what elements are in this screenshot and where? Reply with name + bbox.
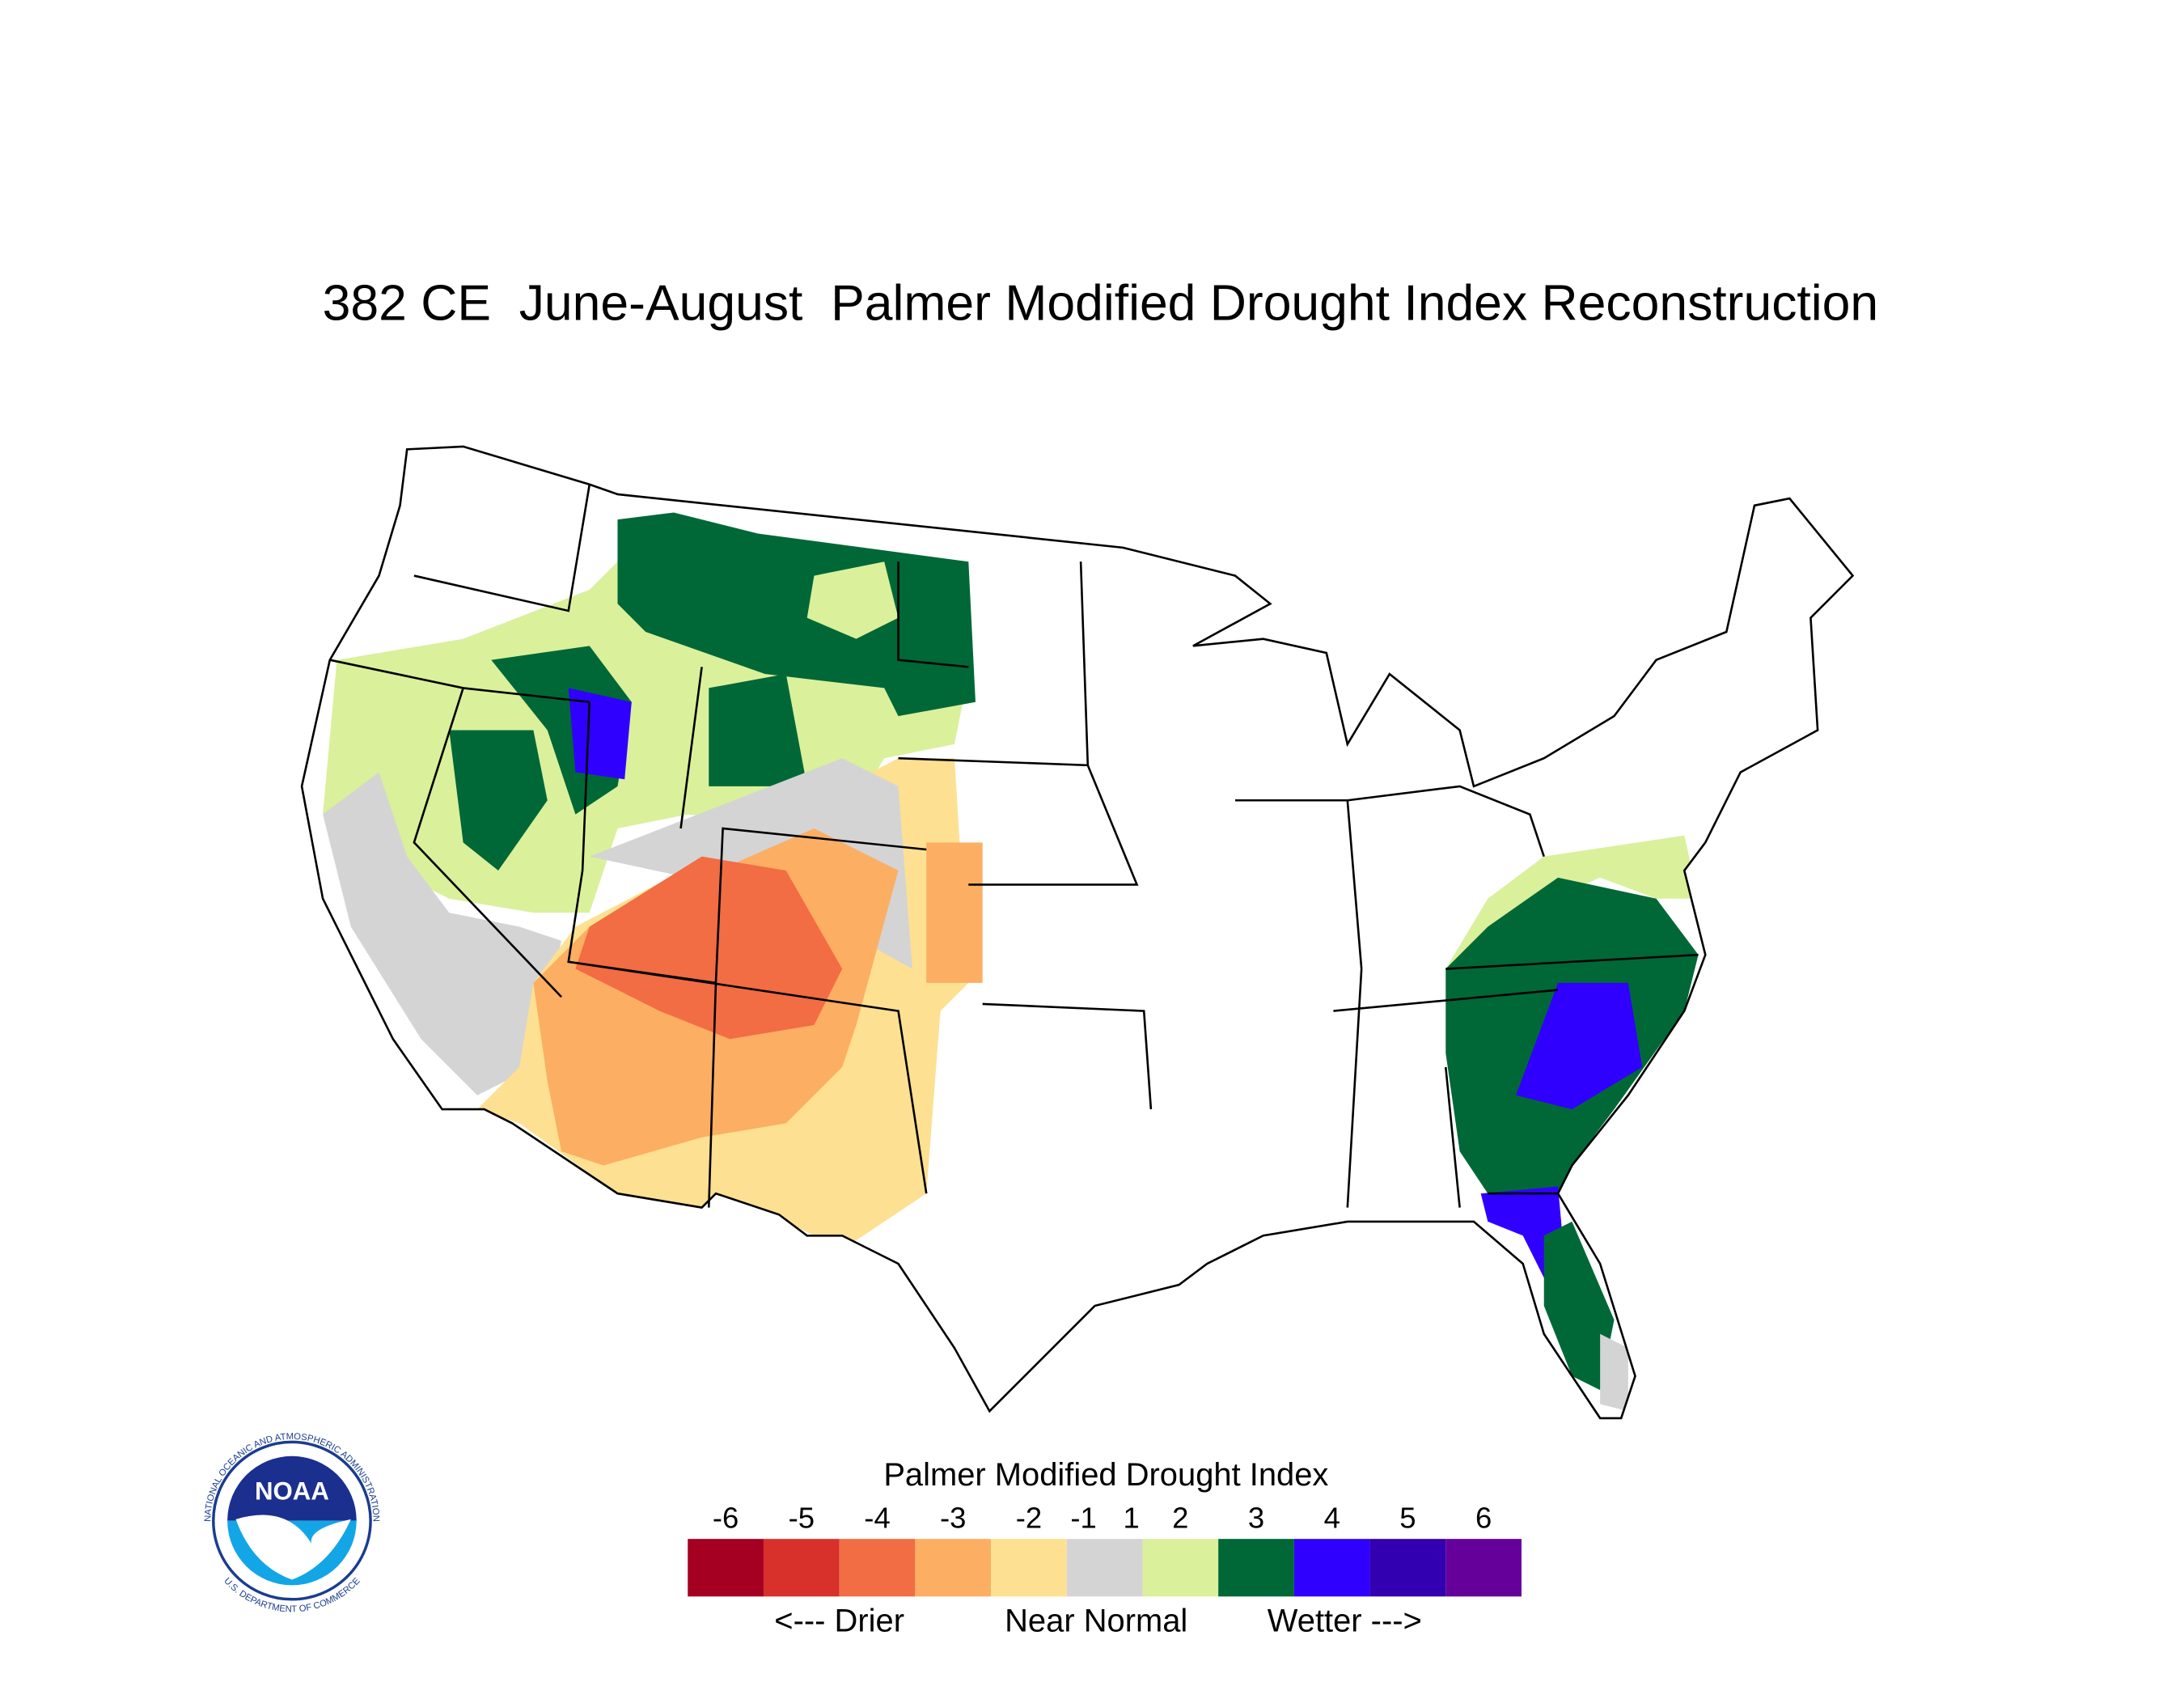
legend-label: -4	[864, 1501, 890, 1534]
region-very-wet	[1543, 1221, 1615, 1391]
legend-swatch	[1066, 1539, 1143, 1597]
legend-swatch	[1142, 1539, 1219, 1597]
legend-label: -5	[789, 1501, 815, 1534]
region-very-wet	[709, 674, 807, 786]
logo-bird	[235, 1515, 351, 1580]
legend-label: -2	[1016, 1501, 1042, 1534]
region-very-dry	[926, 842, 983, 983]
legend-title: Palmer Modified Drought Index	[883, 1457, 1328, 1493]
legend: Palmer Modified Drought Index <--- Drier…	[688, 1457, 1522, 1639]
region-very-wet	[617, 512, 976, 717]
region-extreme-wet	[1516, 982, 1643, 1110]
region-very-wet	[449, 730, 548, 871]
legend-swatch	[839, 1539, 916, 1597]
legend-note: Near Normal	[1005, 1604, 1187, 1639]
logo-label: NOAA	[255, 1477, 329, 1506]
region-normal	[323, 772, 562, 1095]
legend-swatch	[1293, 1539, 1370, 1597]
noaa-logo: NOAA NATIONAL OCEANIC AND ATMOSPHERIC AD…	[203, 1432, 380, 1615]
legend-label: -3	[940, 1501, 966, 1534]
region-extreme-wet	[568, 688, 632, 780]
legend-swatch	[991, 1539, 1067, 1597]
legend-swatch	[1445, 1539, 1522, 1597]
region-normal	[1600, 1333, 1628, 1412]
legend-label: 5	[1399, 1501, 1416, 1534]
legend-label: 3	[1248, 1501, 1264, 1534]
legend-label: 2	[1172, 1501, 1188, 1534]
legend-note: <--- Drier	[774, 1604, 904, 1639]
legend-label: -1	[1070, 1501, 1096, 1534]
legend-note: Wetter --->	[1268, 1604, 1422, 1639]
region-wet	[806, 561, 899, 639]
legend-label: 4	[1324, 1501, 1340, 1534]
legend-label: 6	[1475, 1501, 1492, 1534]
legend-swatch	[763, 1539, 840, 1597]
logo-top	[227, 1455, 357, 1521]
state-lines	[329, 484, 1699, 1208]
legend-label: 1	[1123, 1501, 1139, 1534]
legend-label: -6	[713, 1501, 739, 1534]
legend-swatch	[688, 1539, 764, 1597]
title: 382 CE June-August Palmer Modified Droug…	[323, 275, 1878, 332]
legend-swatch	[1218, 1539, 1294, 1597]
region-wet	[1445, 835, 1699, 969]
legend-swatch	[915, 1539, 992, 1597]
legend-swatch	[1369, 1539, 1446, 1597]
